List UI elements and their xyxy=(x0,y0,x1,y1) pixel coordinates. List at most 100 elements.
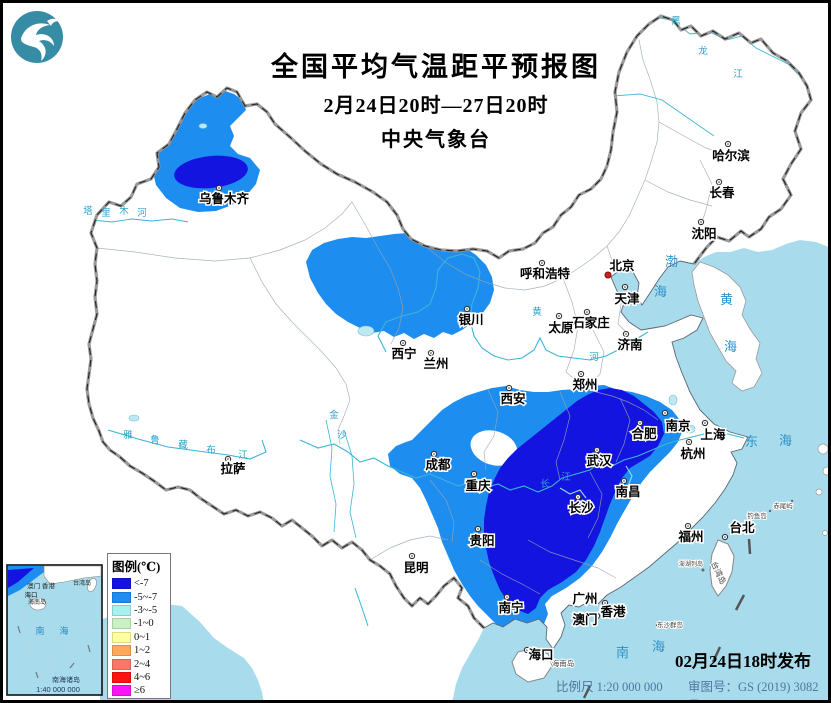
city-name-label: 北京 xyxy=(609,258,635,273)
city-marker-杭州: 杭州 xyxy=(679,438,707,463)
city-marker-昆明: 昆明 xyxy=(402,552,430,577)
sea-name-label: 东 xyxy=(745,434,759,449)
city-marker-银川: 银川 xyxy=(457,305,485,329)
legend-color-swatch xyxy=(112,591,131,603)
city-marker-西安: 西安 xyxy=(499,384,527,408)
sea-labels: 渤海黄海东 海南海 xyxy=(616,254,793,660)
city-name-label: 南昌 xyxy=(615,484,640,499)
island-name-label: 海南岛 xyxy=(552,658,575,668)
city-dot xyxy=(604,271,612,279)
legend-range-label: 1~2 xyxy=(134,645,151,657)
islands xyxy=(511,499,794,699)
city-marker-南昌: 南昌 xyxy=(614,477,642,501)
island-name-label: 钓鱼岛 xyxy=(747,511,767,520)
river-name-label: 江 xyxy=(733,69,743,80)
city-dot-center xyxy=(411,555,413,557)
city-marker-济南: 济南 xyxy=(616,330,644,354)
city-marker-南宁: 南宁 xyxy=(497,593,525,617)
river-name-label: 藏 xyxy=(178,439,188,451)
legend-row: <-7 xyxy=(112,577,170,590)
city-marker-乌鲁木齐: 乌鲁木齐 xyxy=(197,184,251,208)
inset-text-label: 南海诸岛 xyxy=(52,675,80,684)
city-name-label: 香港 xyxy=(599,604,626,619)
city-marker-澳门: 澳门 xyxy=(571,611,601,629)
city-name-label: 乌鲁木齐 xyxy=(199,191,250,206)
city-dot-center xyxy=(218,187,220,189)
city-dot-center xyxy=(466,308,468,310)
river-name-label: 河 xyxy=(137,207,147,219)
legend-range-label: <-7 xyxy=(134,578,149,590)
legend-row: -3~-5 xyxy=(112,604,170,617)
city-dot-center xyxy=(477,528,479,530)
city-name-label: 上海 xyxy=(700,427,726,442)
city-dot-center xyxy=(718,181,720,183)
river-name-label: 里 xyxy=(101,208,111,219)
city-dot-center xyxy=(526,649,528,651)
salween-river xyxy=(325,419,337,533)
city-marker-武汉: 武汉 xyxy=(585,446,613,470)
land-border-dashes xyxy=(86,15,812,629)
city-dot-center xyxy=(688,441,690,443)
sea-name-label: 海 xyxy=(654,284,668,299)
city-name-label: 济南 xyxy=(617,337,643,352)
river-name-label: 木 xyxy=(119,205,129,217)
island-name-label: 东沙群岛 xyxy=(657,620,683,629)
sea-name-label: 海 xyxy=(779,433,793,448)
city-marker-福州: 福州 xyxy=(676,522,705,546)
city-name-label: 沈阳 xyxy=(691,226,716,241)
legend-range-label: -1~0 xyxy=(134,618,154,630)
city-dot-center xyxy=(430,352,432,354)
river-name-label: 沙 xyxy=(337,430,347,441)
page-title: 全国平均气温距平预报图 xyxy=(271,52,601,82)
inset-taiwan xyxy=(87,577,97,593)
island-name-label: 澎湖列岛 xyxy=(679,560,703,568)
city-marker-沈阳: 沈阳 xyxy=(690,218,718,243)
legend-row: ≥6 xyxy=(112,684,170,697)
city-name-label: 重庆 xyxy=(465,478,491,493)
inset-island-specks xyxy=(23,616,87,664)
inset-text-label: 1:40 000 000 xyxy=(36,685,80,694)
logo-swirl xyxy=(21,18,59,61)
inset-text-label: 海 xyxy=(59,625,68,636)
map-legend: 图例(℃) <-7 -5~-7 -3~-5 -1~0 0~1 1~2 2~4 4~6 ≥6 xyxy=(107,553,171,699)
agency-name: 中央气象台 xyxy=(381,129,491,151)
city-dot-center xyxy=(624,286,626,288)
city-marker-石家庄: 石家庄 xyxy=(570,308,612,332)
city-dot-center xyxy=(508,387,510,389)
sea-name-label: 南 xyxy=(616,645,630,660)
city-dot-center xyxy=(625,333,627,335)
forecast-period: 2月24日20时—27日20时 xyxy=(323,95,549,117)
qinghai-lake xyxy=(357,325,375,337)
river-name-label: 雅 xyxy=(123,429,133,441)
city-marker-成都: 成都 xyxy=(424,450,452,474)
city-name-label: 南京 xyxy=(665,418,691,433)
river-name-label: 江 xyxy=(561,472,571,483)
city-name-label: 昆明 xyxy=(403,560,428,575)
cma-logo xyxy=(11,11,63,63)
city-marker-太原: 太原 xyxy=(547,312,575,337)
city-name-label: 拉萨 xyxy=(220,461,246,476)
city-dot-center xyxy=(227,458,229,460)
city-marker-兰州: 兰州 xyxy=(422,349,450,373)
coastline xyxy=(483,260,749,650)
city-name-label: 天津 xyxy=(614,291,640,306)
tarim-river xyxy=(91,218,189,223)
red-river xyxy=(354,587,369,627)
city-marker-天津: 天津 xyxy=(613,283,641,308)
tibet-lake xyxy=(128,414,140,422)
japan-islands xyxy=(815,443,831,536)
city-dot-center xyxy=(577,496,579,498)
inset-text-label: 海南岛 xyxy=(28,598,46,606)
city-name-label: 太原 xyxy=(548,320,574,335)
city-dot-center xyxy=(596,449,598,451)
city-name-label: 福州 xyxy=(677,529,703,544)
river-name-label: 金 xyxy=(329,409,339,421)
legend-color-swatch xyxy=(112,604,131,616)
sea-name-label: 海 xyxy=(724,339,738,354)
city-marker-哈尔滨: 哈尔滨 xyxy=(711,140,752,165)
city-dot-center xyxy=(586,311,588,313)
